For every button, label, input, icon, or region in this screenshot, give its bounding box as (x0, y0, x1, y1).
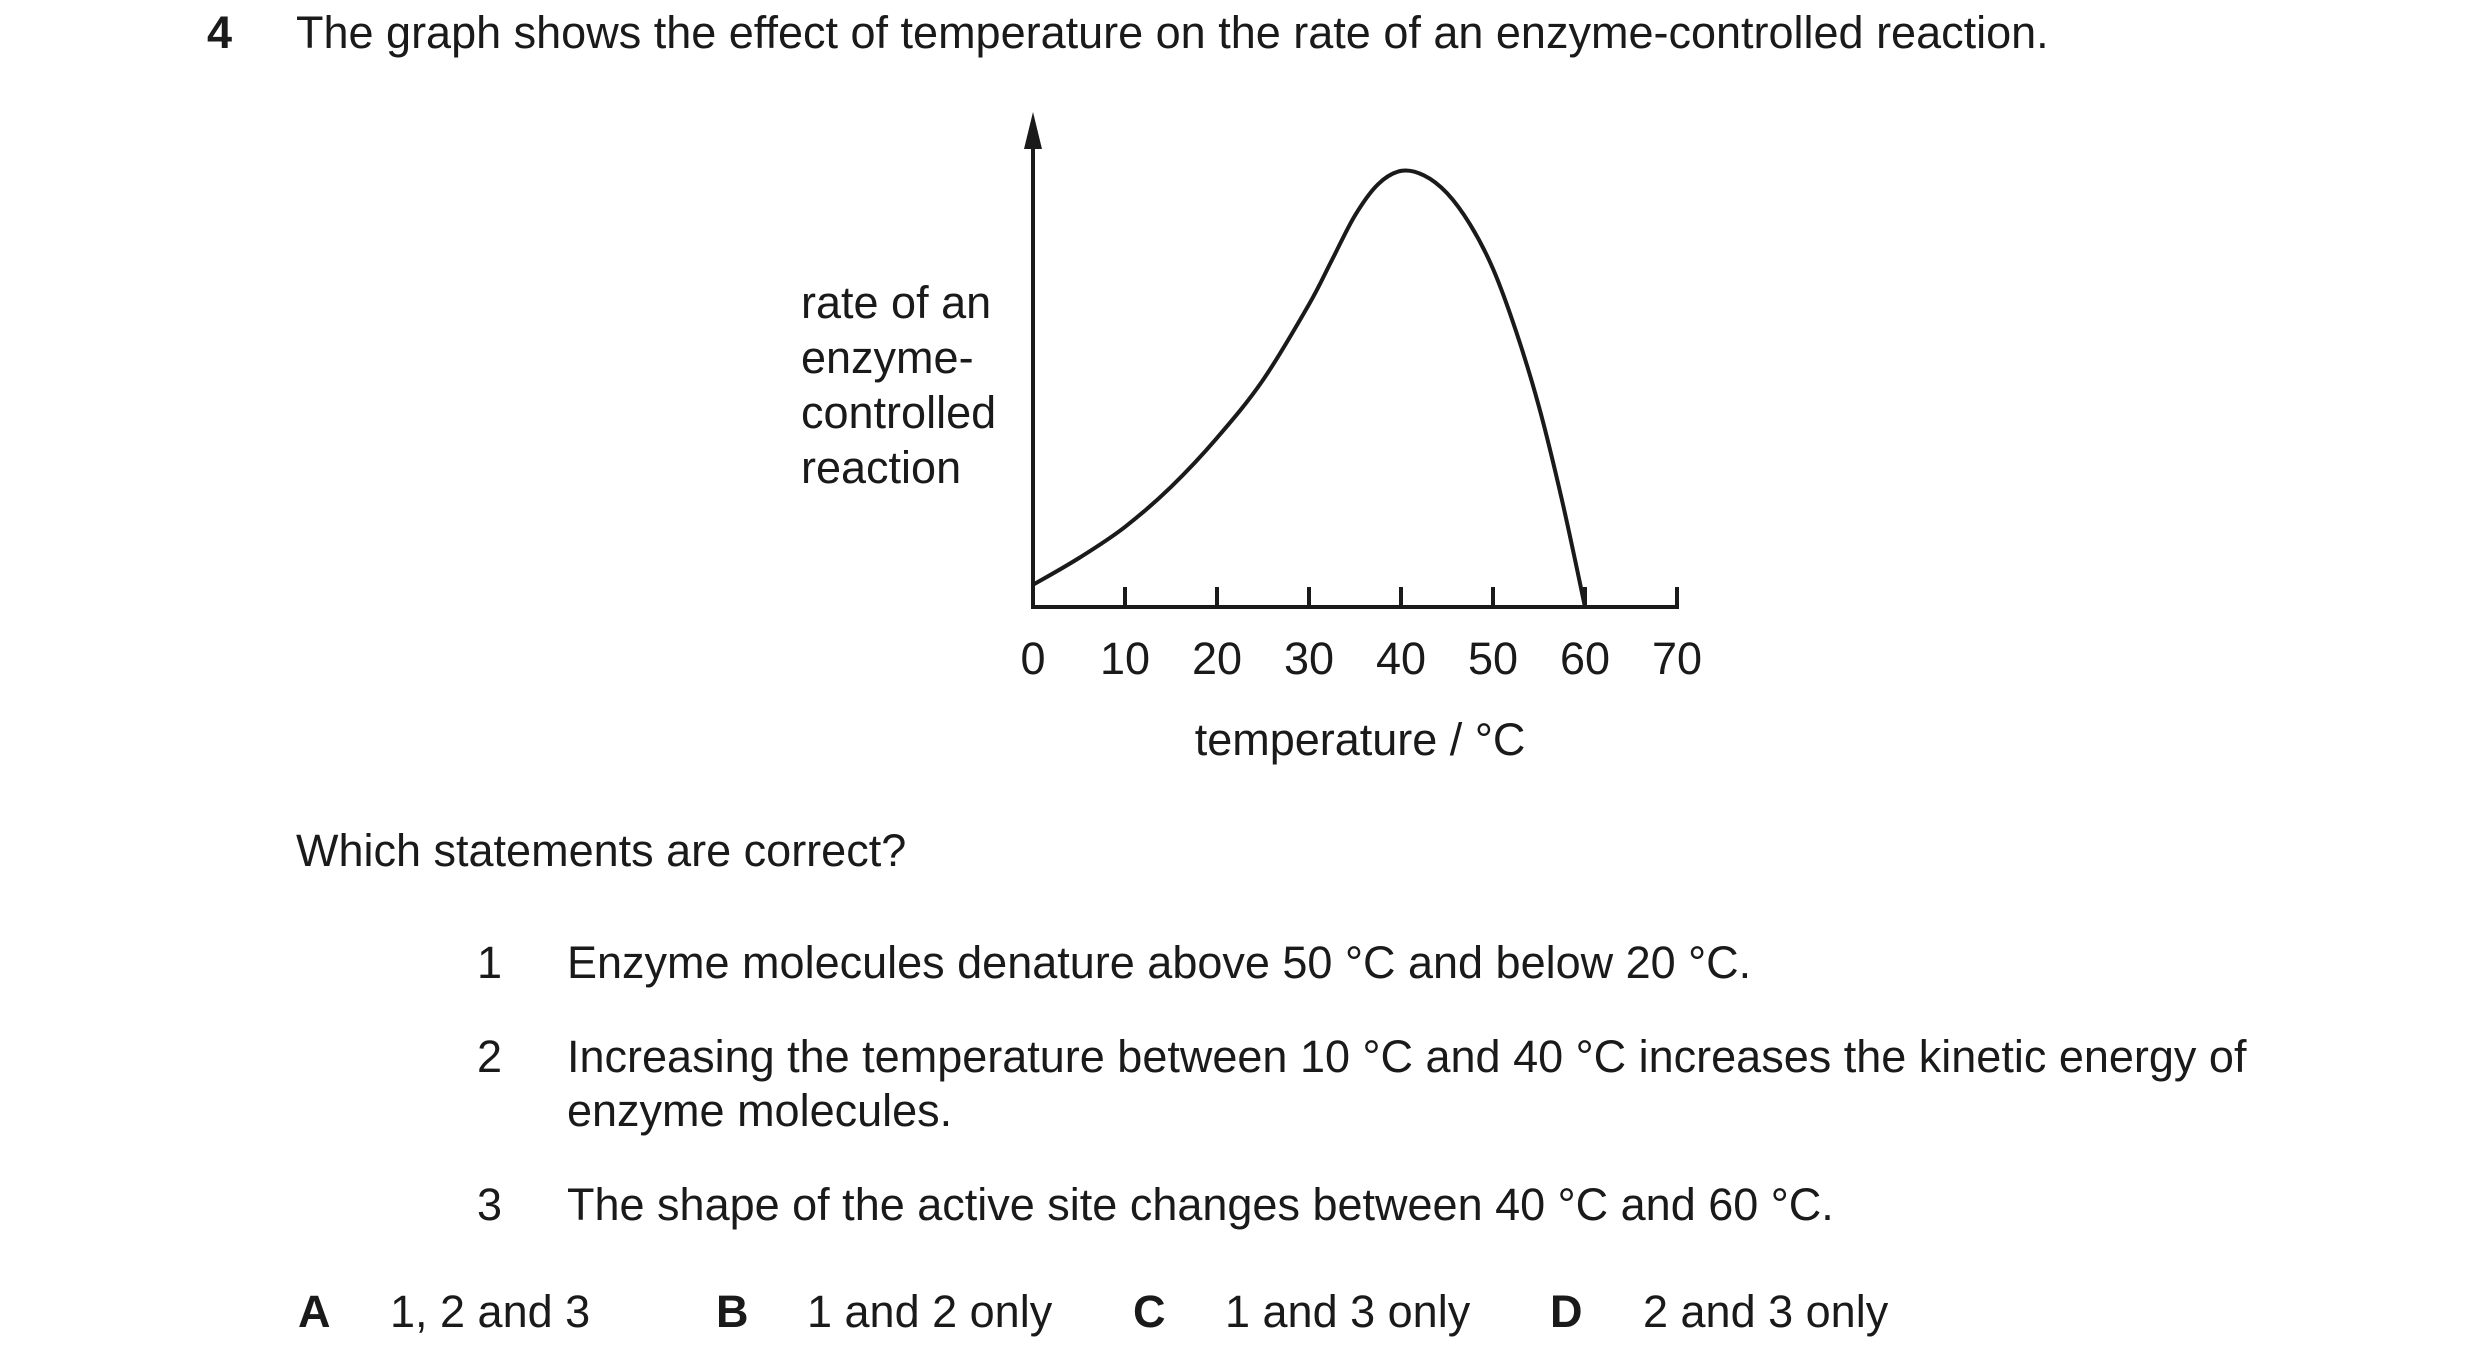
option-letter: B (716, 1286, 749, 1337)
statement-number: 3 (477, 1179, 503, 1230)
x-axis-tick-labels: 0 10 20 30 40 50 60 70 (1020, 633, 1702, 684)
option-text: 2 and 3 only (1643, 1286, 1889, 1337)
rate-curve (1031, 168, 1587, 608)
x-axis-ticks (1031, 587, 1679, 609)
x-axis-label: temperature / °C (1195, 714, 1526, 765)
question-number: 4 (207, 7, 233, 58)
x-tick-label-0: 0 (1020, 633, 1045, 684)
option-text: 1 and 2 only (807, 1286, 1053, 1337)
option-letter: C (1133, 1286, 1166, 1337)
x-tick-label-20: 20 (1192, 633, 1242, 684)
statement-text: The shape of the active site changes bet… (567, 1179, 1834, 1230)
statement-text: Increasing the temperature between 10 °C… (567, 1031, 2247, 1082)
option-letter: D (1550, 1286, 1583, 1337)
y-axis-label-line-1: rate of an (801, 277, 991, 328)
x-tick-label-10: 10 (1100, 633, 1150, 684)
option-letter: A (298, 1286, 331, 1337)
x-tick-label-40: 40 (1376, 633, 1426, 684)
question-prompt: Which statements are correct? (296, 825, 907, 876)
statement-number: 2 (477, 1031, 503, 1082)
x-tick-label-60: 60 (1560, 633, 1610, 684)
statement-text: Enzyme molecules denature above 50 °C an… (567, 937, 1752, 988)
y-axis-label-line-2: enzyme- (801, 332, 974, 383)
y-axis-label-line-4: reaction (801, 442, 961, 493)
option-text: 1 and 3 only (1225, 1286, 1471, 1337)
y-axis-arrowhead (1024, 112, 1042, 149)
y-axis-label-line-3: controlled (801, 387, 996, 438)
x-tick-label-30: 30 (1284, 633, 1334, 684)
statement-text-line-2: enzyme molecules. (567, 1085, 953, 1136)
option-text: 1, 2 and 3 (390, 1286, 591, 1337)
question-stem: The graph shows the effect of temperatur… (296, 7, 2049, 58)
statement-number: 1 (477, 937, 503, 988)
x-tick-label-50: 50 (1468, 633, 1518, 684)
x-tick-label-70: 70 (1652, 633, 1702, 684)
